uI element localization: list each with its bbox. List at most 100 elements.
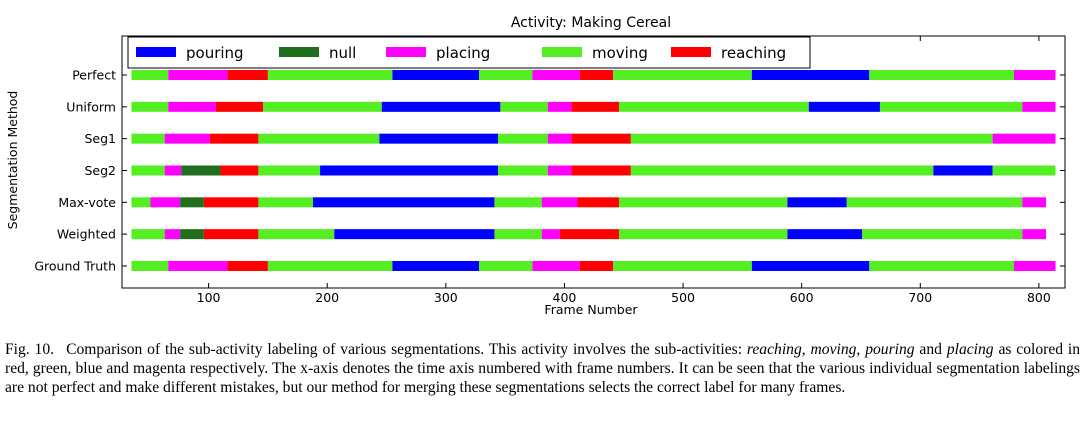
- caption-em-reaching: reaching: [746, 341, 802, 358]
- segment-ground-truth-1-placing: [168, 260, 228, 271]
- x-tick-label-700: 700: [908, 290, 932, 305]
- segment-perfect-6-placing: [532, 70, 580, 80]
- segment-ground-truth-10-moving: [869, 260, 1014, 271]
- segment-seg2-7-placing: [547, 165, 572, 176]
- segment-ground-truth-0-moving: [131, 260, 169, 271]
- x-tick-label-800: 800: [1027, 290, 1051, 305]
- legend-swatch-pouring: [136, 47, 176, 57]
- caption-label: Fig. 10.: [5, 341, 55, 358]
- legend-label-pouring: pouring: [186, 44, 244, 62]
- caption-text-2: as colored in red, green, blue and magen…: [5, 341, 1081, 396]
- segment-max-vote-0-moving: [131, 197, 151, 208]
- legend-item-placing: placing: [386, 44, 490, 62]
- segment-uniform-1-placing: [168, 101, 216, 112]
- y-tick-label-perfect: Perfect: [72, 68, 116, 83]
- segment-uniform-10-moving: [879, 101, 1023, 112]
- segment-weighted-8-reaching: [559, 229, 619, 240]
- y-tick-label-ground-truth: Ground Truth: [34, 258, 116, 273]
- segment-max-vote-9-moving: [619, 197, 788, 208]
- segment-uniform-3-moving: [263, 101, 382, 112]
- segment-seg1-2-reaching: [209, 133, 259, 144]
- segment-seg1-9-placing: [992, 133, 1056, 144]
- legend-item-reaching: reaching: [671, 44, 786, 62]
- row-seg1: [131, 133, 1056, 144]
- caption-em-pouring: pouring: [865, 341, 915, 358]
- chart-title: Activity: Making Cereal: [511, 15, 671, 31]
- segment-weighted-0-moving: [131, 229, 165, 240]
- segment-perfect-2-reaching: [227, 70, 268, 80]
- segment-seg1-0-moving: [131, 133, 165, 144]
- segment-perfect-1-placing: [168, 70, 228, 80]
- segment-weighted-3-reaching: [203, 229, 259, 240]
- segment-ground-truth-6-placing: [532, 260, 580, 271]
- legend-label-placing: placing: [436, 44, 490, 62]
- segment-seg1-6-placing: [547, 133, 572, 144]
- segment-ground-truth-8-moving: [613, 260, 752, 271]
- segment-uniform-0-moving: [131, 101, 169, 112]
- legend-label-moving: moving: [592, 44, 648, 62]
- segment-seg1-4-pouring: [379, 133, 499, 144]
- segment-seg2-4-moving: [258, 165, 321, 176]
- row-seg2: [131, 165, 1056, 176]
- row-uniform: [131, 101, 1056, 112]
- segment-perfect-11-placing: [1013, 70, 1056, 80]
- segment-seg1-3-moving: [258, 133, 380, 144]
- segment-seg2-1-placing: [164, 165, 182, 176]
- segment-seg2-10-pouring: [933, 165, 993, 176]
- segment-uniform-2-reaching: [215, 101, 264, 112]
- y-tick-label-seg2: Seg2: [84, 163, 116, 178]
- segment-seg1-5-moving: [498, 133, 548, 144]
- segment-max-vote-7-placing: [541, 197, 578, 208]
- caption-sep-2: ,: [856, 341, 866, 358]
- segment-seg2-6-moving: [498, 165, 548, 176]
- legend-item-null: null: [279, 44, 356, 62]
- segment-seg2-2-null: [181, 165, 221, 176]
- x-tick-label-500: 500: [671, 290, 695, 305]
- caption-text-1: Comparison of the sub-activity labeling …: [66, 341, 747, 358]
- segment-uniform-11-placing: [1022, 101, 1056, 112]
- row-weighted: [131, 229, 1047, 240]
- segment-perfect-7-reaching: [579, 70, 614, 80]
- segment-ground-truth-7-reaching: [579, 260, 614, 271]
- segment-weighted-5-pouring: [334, 229, 495, 240]
- segment-weighted-9-moving: [619, 229, 788, 240]
- segment-uniform-8-moving: [619, 101, 809, 112]
- segment-seg2-3-reaching: [220, 165, 259, 176]
- segment-ground-truth-5-moving: [479, 260, 533, 271]
- segment-uniform-4-pouring: [381, 101, 501, 112]
- segment-max-vote-11-moving: [846, 197, 1023, 208]
- segment-ground-truth-11-placing: [1013, 260, 1056, 271]
- x-tick-label-100: 100: [197, 290, 221, 305]
- segment-seg2-9-moving: [630, 165, 934, 176]
- segment-seg1-8-moving: [630, 133, 993, 144]
- segment-weighted-10-pouring: [787, 229, 863, 240]
- segment-weighted-12-placing: [1022, 229, 1047, 240]
- y-tick-label-uniform: Uniform: [66, 99, 116, 114]
- row-ground-truth: [131, 260, 1056, 271]
- legend-swatch-null: [279, 47, 319, 57]
- y-tick-label-max-vote: Max-vote: [58, 195, 116, 210]
- segment-ground-truth-9-pouring: [751, 260, 870, 271]
- segment-uniform-7-reaching: [571, 101, 620, 112]
- segment-weighted-7-placing: [541, 229, 560, 240]
- segment-weighted-6-moving: [494, 229, 542, 240]
- caption-em-placing: placing: [946, 341, 994, 358]
- segment-weighted-1-placing: [164, 229, 181, 240]
- segment-perfect-3-moving: [267, 70, 393, 80]
- row-perfect: [131, 70, 1056, 80]
- segment-max-vote-5-pouring: [312, 197, 495, 208]
- segment-perfect-10-moving: [869, 70, 1014, 80]
- legend-swatch-reaching: [671, 47, 711, 57]
- legend-swatch-moving: [542, 47, 582, 57]
- row-max-vote: [131, 197, 1047, 208]
- legend: pouring null placing moving reaching: [127, 36, 811, 69]
- segment-seg2-11-moving: [992, 165, 1056, 176]
- segment-weighted-4-moving: [258, 229, 335, 240]
- segment-perfect-4-pouring: [392, 70, 480, 80]
- segment-max-vote-12-placing: [1022, 197, 1047, 208]
- segment-max-vote-8-reaching: [577, 197, 620, 208]
- x-tick-label-300: 300: [434, 290, 458, 305]
- legend-swatch-placing: [386, 47, 426, 57]
- activity-segmentation-chart: Activity: Making Cereal Perfect Uniform Se…: [5, 15, 1066, 317]
- segment-seg1-1-placing: [164, 133, 210, 144]
